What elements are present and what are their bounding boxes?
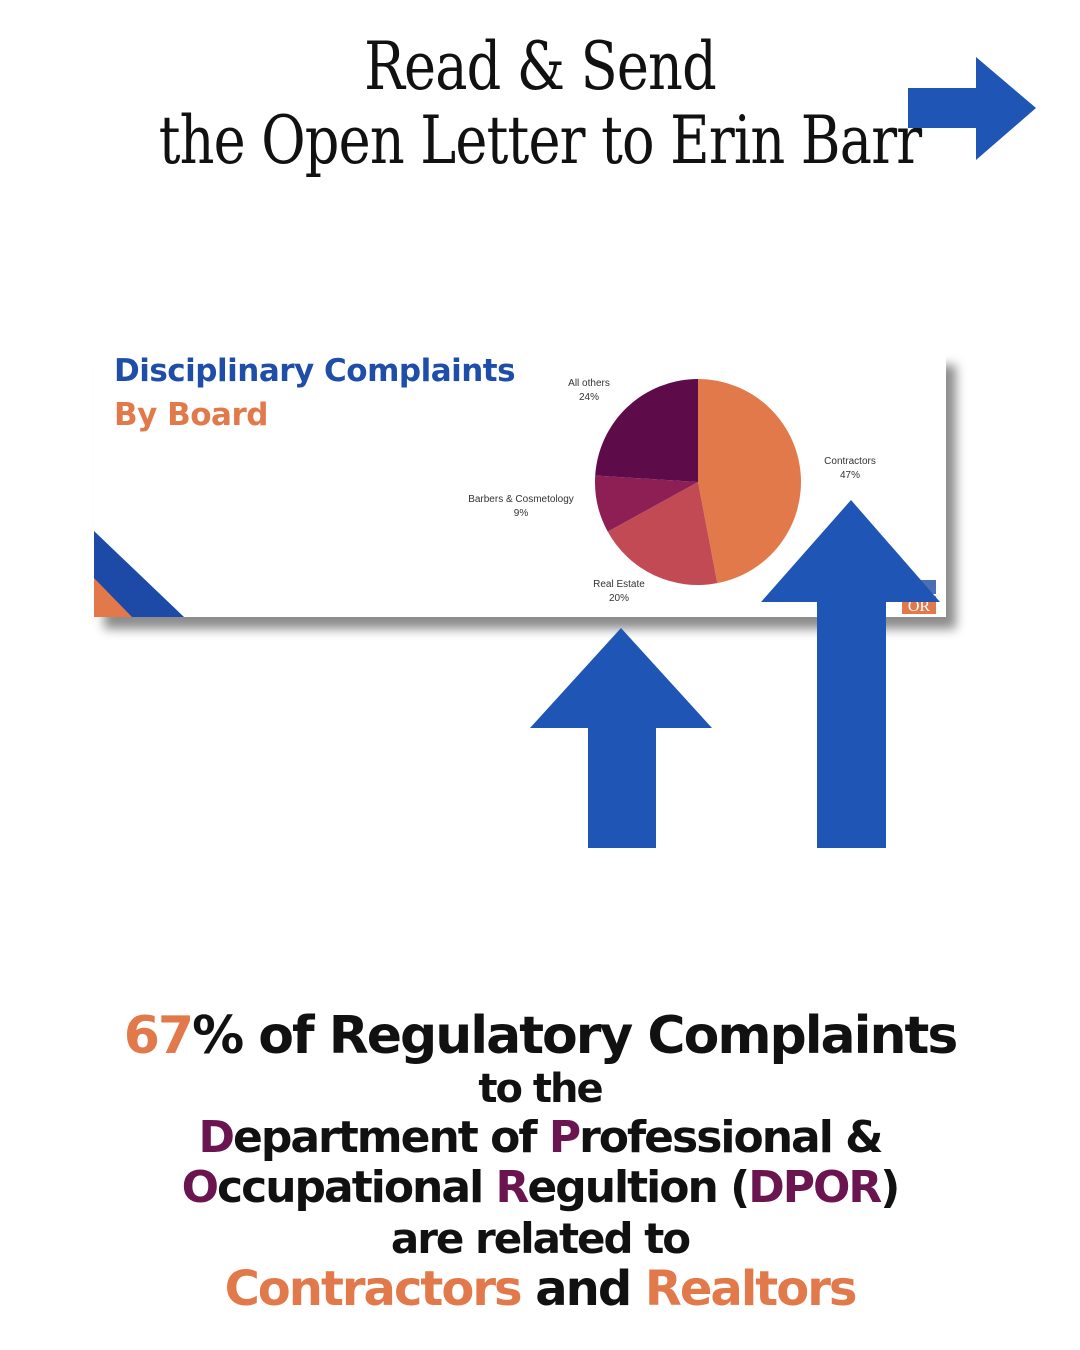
logo-text: OR [908, 598, 931, 614]
headline-line-1: Read & Send [364, 28, 717, 105]
contractors-text: Contractors [224, 1261, 523, 1317]
pie-chart: Contractors 47% Real Estate 20% Barbers & Co… [94, 378, 876, 617]
realtors-text: Realtors [644, 1261, 858, 1317]
pie-slice-real-estate [607, 482, 718, 585]
chart-subtitle: By Board [114, 397, 268, 433]
pie-label-name: Barbers & Cosmetology [468, 494, 574, 505]
pie-label-value: 20% [609, 593, 629, 604]
letter-o: O [181, 1162, 219, 1213]
summary-line-1-text: % of Regulatory Complaints [192, 1006, 958, 1066]
pie-label-value: 47% [840, 470, 860, 481]
summary-line-3: Department of Professional & [0, 1116, 1080, 1160]
corner-blue-stripe [94, 531, 184, 617]
letter-p: P [548, 1112, 581, 1163]
summary-line-2: to the [478, 1066, 603, 1112]
text-ccupational: ccupational [217, 1162, 496, 1213]
pie-label-name: All others [568, 378, 610, 389]
corner-orange-stripe [94, 578, 132, 617]
summary-line-4: Occupational Regultion (DPOR) [0, 1166, 1080, 1210]
pie-slice-barbers-cosmetology [595, 475, 698, 532]
pie-label-value: 24% [579, 392, 599, 403]
summary-line-5: are related to [390, 1214, 691, 1263]
pie-label-name: Real Estate [593, 579, 645, 590]
pie-label-name: Contractors [824, 456, 876, 467]
letter-r: R [495, 1162, 529, 1213]
text-epartment: epartment of [233, 1112, 549, 1163]
chart-card: Contractors 47% Real Estate 20% Barbers & Co… [94, 353, 946, 617]
summary-line-1: 67% of Regulatory Complaints [0, 1010, 1080, 1062]
text-rofessional: rofessional & [579, 1112, 883, 1163]
chart-title: Disciplinary Complaints [114, 353, 516, 389]
dpor-logo-icon: OR [902, 580, 936, 614]
summary-line-6: Contractors and Realtors [0, 1265, 1080, 1313]
percent-number: 67 [123, 1006, 194, 1066]
pie-slice-all-others [595, 379, 698, 482]
headline-line-2: the Open Letter to Erin Barr [158, 102, 922, 179]
up-arrow-icon-real-estate [530, 628, 712, 848]
letter-d: D [198, 1112, 236, 1163]
dpor-acronym: DPOR [748, 1162, 882, 1213]
and-text: and [520, 1261, 645, 1317]
pie-label-value: 9% [514, 508, 529, 519]
text-close-paren: ) [880, 1162, 900, 1213]
text-egultion: egultion ( [527, 1162, 750, 1213]
pie-slice-contractors [698, 379, 801, 584]
